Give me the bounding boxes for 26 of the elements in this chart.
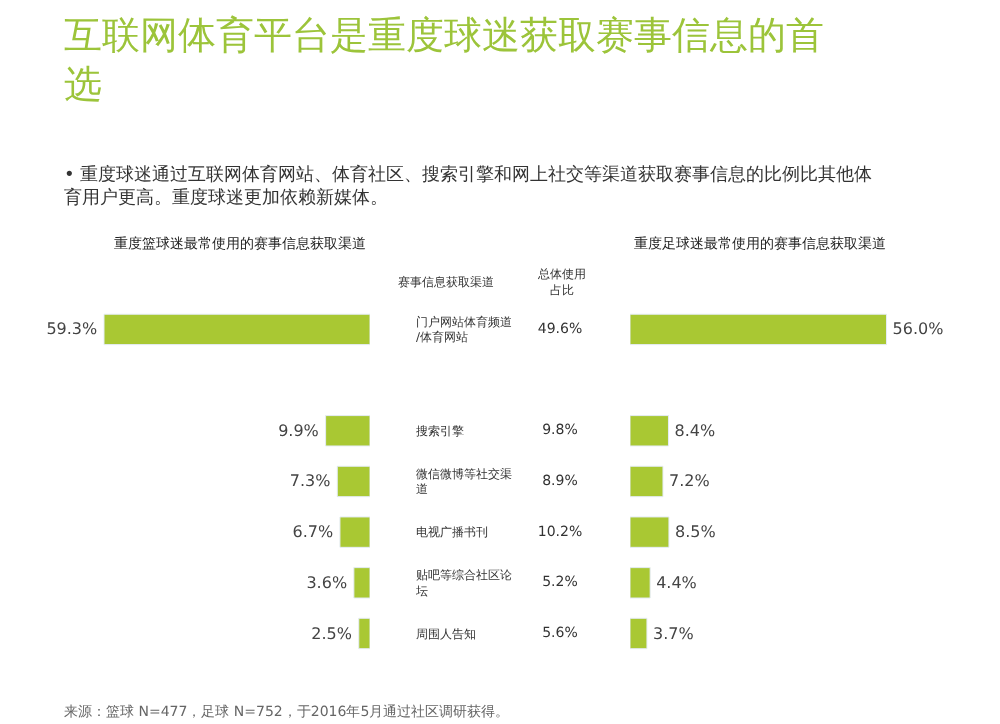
data-label: 6.7% <box>292 523 334 542</box>
data-label: 9.9% <box>278 421 320 440</box>
data-label: 8.4% <box>674 421 716 440</box>
bar <box>325 415 370 447</box>
data-label: 3.6% <box>306 573 348 592</box>
data-label: 56.0% <box>892 320 945 339</box>
data-label: 8.5% <box>674 523 717 542</box>
bar <box>630 516 670 548</box>
bar <box>630 617 648 650</box>
bar <box>336 465 370 498</box>
bar <box>339 516 370 548</box>
bar <box>103 313 370 346</box>
data-label: 4.4% <box>656 573 698 592</box>
bar <box>630 465 664 498</box>
data-label: 7.3% <box>289 472 332 491</box>
bar <box>353 567 370 599</box>
data-label: 59.3% <box>46 320 98 339</box>
data-label: 7.2% <box>668 472 711 491</box>
data-label: 3.7% <box>652 624 695 643</box>
bar <box>630 415 669 447</box>
data-label: 2.5% <box>311 624 353 643</box>
text: 互联网体育平台是重度球迷获取赛事信息的首选 <box>64 14 824 108</box>
text: • 重度球迷通过互联网体育网站、体育社区、搜索引擎和网上社交等渠道获取赛事信息的比例比其他体育用户更高。重度球迷更加依赖新媒体。 <box>64 164 873 210</box>
bar <box>630 567 651 599</box>
bar <box>630 313 887 346</box>
bar <box>358 617 370 650</box>
